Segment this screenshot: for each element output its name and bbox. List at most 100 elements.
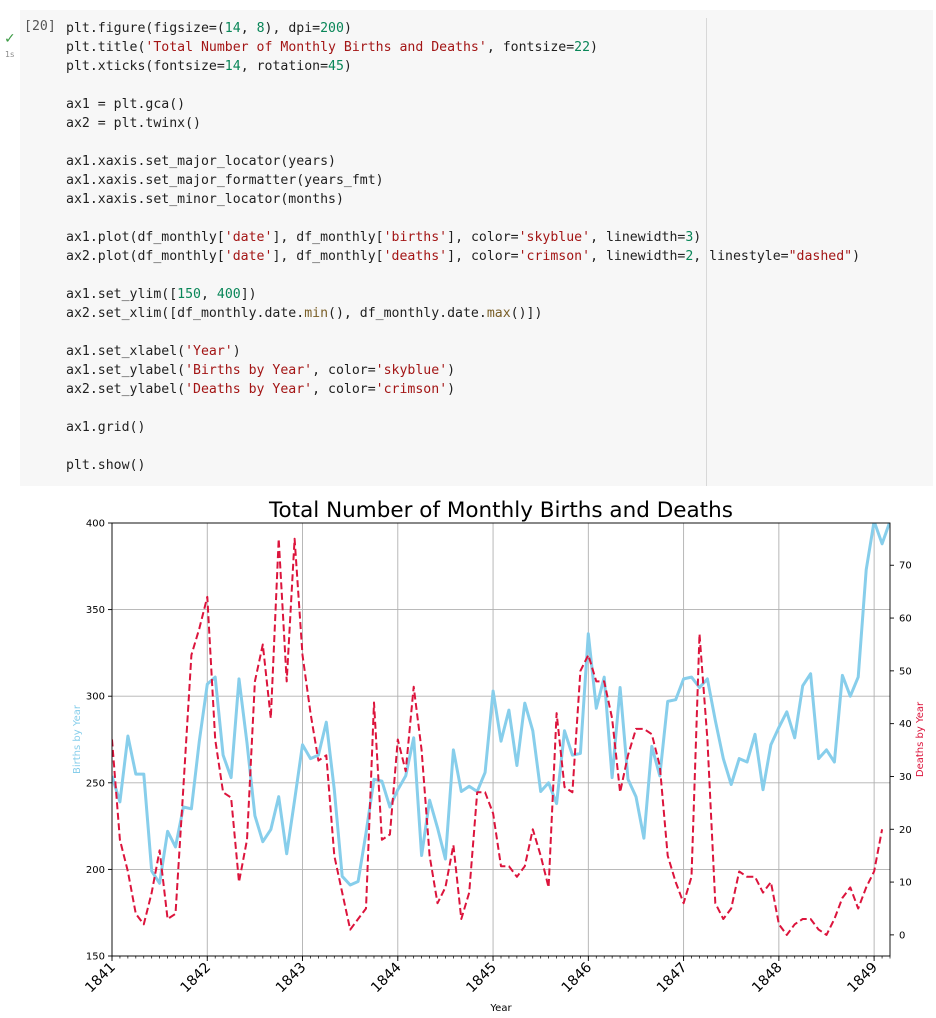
x-tick-label: 1844 [368, 959, 405, 996]
code-token: ax1 = plt.gca() [66, 97, 186, 112]
code-token: "dashed" [788, 249, 853, 264]
code-token: ], color= [447, 230, 519, 245]
x-tick-label: 1848 [749, 960, 786, 997]
code-line[interactable]: ax1.xaxis.set_major_locator(years) [66, 152, 860, 171]
code-token: , [240, 21, 257, 36]
code-line[interactable]: ax1.xaxis.set_major_formatter(years_fmt) [66, 171, 860, 190]
code-token: plt.xticks(fontsize= [66, 59, 225, 74]
code-line[interactable] [66, 133, 860, 152]
code-token: ) [590, 40, 598, 55]
y-left-tick-label: 250 [86, 778, 105, 789]
code-token: ) [447, 363, 456, 378]
chart-title: Total Number of Monthly Births and Death… [268, 498, 733, 523]
code-token: ax1.xaxis.set_major_formatter(years_fmt) [66, 173, 384, 188]
code-token: ax2 = plt.twinx() [66, 116, 201, 131]
x-tick-label: 1841 [82, 960, 119, 997]
code-token: ) [343, 59, 352, 74]
editor-ruler [706, 18, 707, 486]
code-token: plt.title( [66, 40, 146, 55]
code-token: , fontsize= [486, 40, 575, 55]
y-right-tick-label: 70 [899, 561, 912, 572]
code-line[interactable]: ax1 = plt.gca() [66, 95, 860, 114]
code-token: , linestyle= [693, 249, 789, 264]
code-block[interactable]: plt.figure(figsize=(14, 8), dpi=200) plt.… [66, 19, 860, 475]
code-token: ], color= [447, 249, 519, 264]
code-token: plt.figure(figsize=( [66, 21, 225, 36]
y-right-tick-label: 0 [899, 930, 905, 941]
code-token: ) [343, 21, 352, 36]
code-line[interactable] [66, 76, 860, 95]
code-token: (), df_monthly.date. [328, 306, 487, 321]
code-token: max [486, 306, 511, 321]
code-token: 'skyblue' [518, 230, 591, 245]
code-token: 'date' [224, 230, 273, 245]
x-tick-label: 1845 [463, 960, 500, 997]
y-right-axis-label: Deaths by Year [915, 701, 926, 777]
code-line[interactable]: plt.xticks(fontsize=14, rotation=45) [66, 57, 860, 76]
code-line[interactable]: ax2 = plt.twinx() [66, 114, 860, 133]
code-token: 22 [574, 40, 591, 55]
check-icon: ✓ [4, 31, 16, 47]
code-token: 'Year' [185, 344, 233, 359]
code-token: ax1.xaxis.set_major_locator(years) [66, 154, 336, 169]
code-line[interactable]: ax2.set_xlim([df_monthly.date.min(), df_… [66, 304, 860, 323]
code-token: ) [447, 382, 456, 397]
code-line[interactable]: plt.title('Total Number of Monthly Birth… [66, 38, 860, 57]
code-line[interactable]: ax1.xaxis.set_minor_locator(months) [66, 190, 860, 209]
y-right-tick-label: 20 [899, 825, 912, 836]
code-token: 8 [256, 21, 265, 36]
code-editor[interactable] [20, 10, 933, 486]
code-line[interactable] [66, 323, 860, 342]
y-left-tick-label: 350 [86, 605, 105, 616]
x-tick-label: 1847 [654, 960, 691, 997]
code-token: 400 [216, 287, 241, 302]
code-token: , color= [312, 363, 376, 378]
code-line[interactable]: ax1.grid() [66, 418, 860, 437]
code-line[interactable]: plt.figure(figsize=(14, 8), dpi=200) [66, 19, 860, 38]
y-left-tick-label: 150 [86, 952, 105, 963]
code-token: ax1.grid() [66, 420, 146, 435]
code-line[interactable]: ax2.plot(df_monthly['date'], df_monthly[… [66, 247, 860, 266]
code-line[interactable] [66, 437, 860, 456]
code-token: ], df_monthly[ [272, 230, 384, 245]
code-token: 45 [328, 59, 344, 74]
x-tick-label: 1842 [178, 960, 215, 997]
code-token: 'crimson' [375, 382, 448, 397]
code-token: , linewidth= [590, 230, 686, 245]
code-token: ), dpi= [264, 21, 321, 36]
code-token: plt.show() [66, 458, 146, 473]
y-right-tick-label: 10 [899, 878, 912, 889]
code-line[interactable] [66, 399, 860, 418]
y-left-tick-label: 400 [86, 519, 105, 530]
code-line[interactable]: plt.show() [66, 456, 860, 475]
code-line[interactable]: ax1.set_ylabel('Births by Year', color='… [66, 361, 860, 380]
code-token: 14 [224, 59, 241, 74]
code-line[interactable]: ax1.set_ylim([150, 400]) [66, 285, 860, 304]
code-token: ax1.plot(df_monthly[ [66, 230, 225, 245]
code-line[interactable]: ax2.set_ylabel('Deaths by Year', color='… [66, 380, 860, 399]
code-token: 'births' [383, 230, 448, 245]
code-token: 'Births by Year' [185, 363, 313, 378]
code-line[interactable]: ax1.set_xlabel('Year') [66, 342, 860, 361]
code-token: ax1.xaxis.set_minor_locator(months) [66, 192, 344, 207]
y-right-tick-label: 60 [899, 614, 912, 625]
code-token: ()]) [510, 306, 543, 321]
code-line[interactable]: ax1.plot(df_monthly['date'], df_monthly[… [66, 228, 860, 247]
code-token: ) [693, 230, 702, 245]
code-token: 'Total Number of Monthly Births and Deat… [145, 40, 487, 55]
code-token: ]) [240, 287, 257, 302]
code-token: 150 [177, 287, 201, 302]
code-token: ax2.set_ylabel( [66, 382, 186, 397]
y-right-tick-label: 50 [899, 666, 912, 677]
code-token: 14 [224, 21, 241, 36]
x-tick-label: 1846 [559, 959, 596, 996]
deaths-series-line [112, 537, 884, 936]
births-deaths-chart: 1841 1842 1843 1844 1845 1846 1847 1848 1849 150 2… [72, 498, 926, 1014]
code-token: min [304, 306, 329, 321]
code-token: 'skyblue' [375, 363, 448, 378]
notebook-cell: ✓ 1s [20] plt.figure(figsize=(14, 8), dp… [0, 0, 936, 490]
code-token: 2 [685, 249, 694, 264]
code-line[interactable] [66, 209, 860, 228]
code-line[interactable] [66, 266, 860, 285]
code-token: 3 [685, 230, 694, 245]
